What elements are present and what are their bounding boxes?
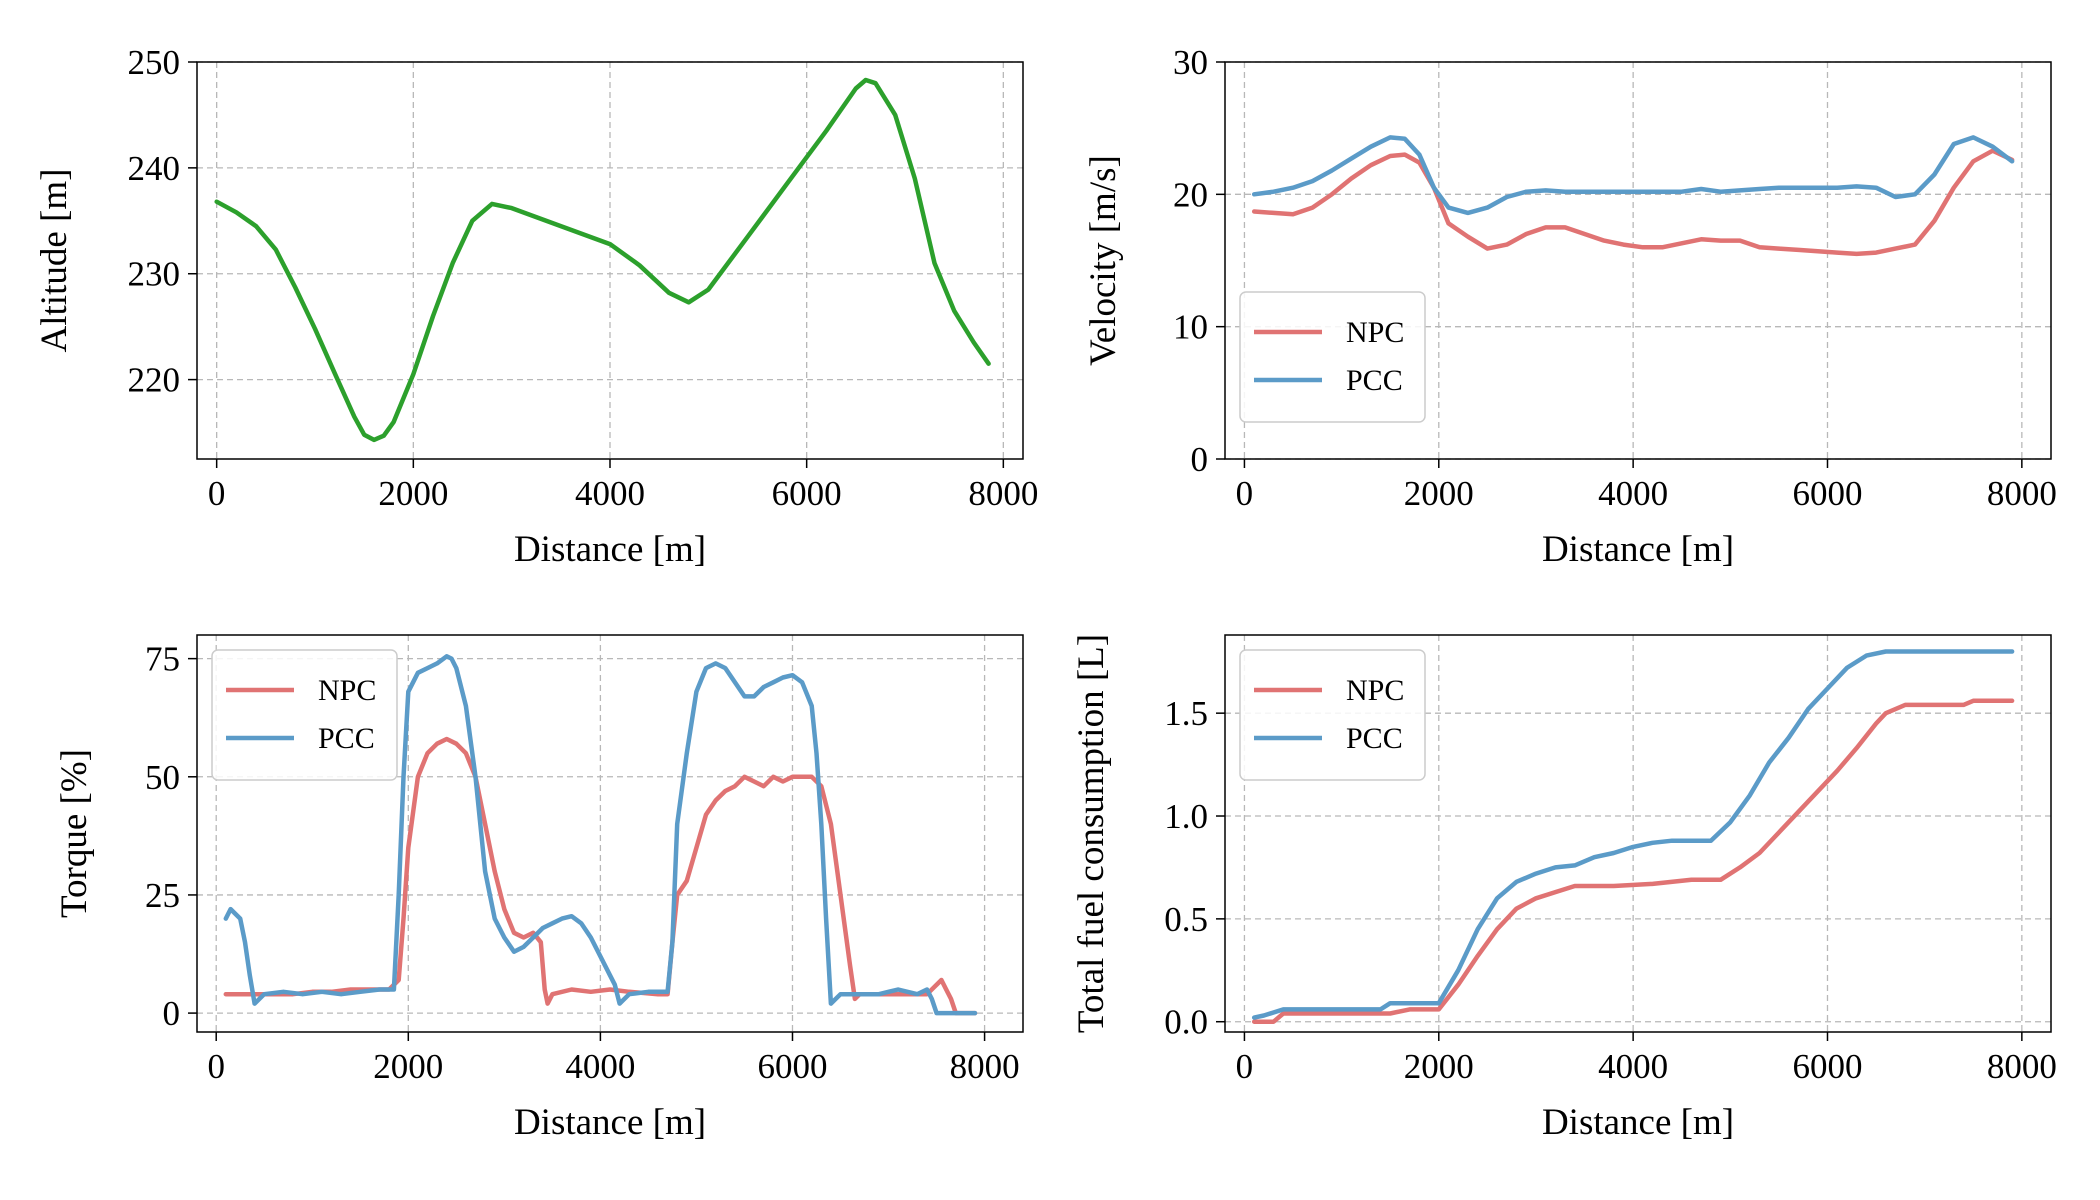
x-tick-label: 6000 — [757, 1047, 827, 1086]
subplot-fuel: 0 2000 4000 6000 8000 0.0 0.5 1.0 1.5 Distance [m… — [1071, 634, 2057, 1143]
x-tick-label: 4000 — [575, 474, 645, 513]
x-tick-label: 8000 — [1987, 474, 2057, 513]
y-tick-label: 0 — [163, 994, 181, 1033]
x-tick-label: 4000 — [1598, 474, 1668, 513]
legend-label-pcc: PCC — [318, 722, 375, 755]
x-tick-label: 8000 — [968, 474, 1038, 513]
y-tick-label: 30 — [1173, 43, 1208, 82]
y-axis-label: Velocity [m/s] — [1083, 155, 1124, 366]
y-tick-label: 0.0 — [1164, 1003, 1208, 1042]
legend-frame — [211, 649, 398, 781]
x-tick-label: 4000 — [565, 1047, 635, 1086]
legend: NPC PCC — [1239, 291, 1426, 423]
series-line-npc — [1251, 698, 2015, 1024]
subplot-velocity: 0 2000 4000 6000 8000 0 10 20 30 Distance [m] Velo… — [1083, 43, 2057, 570]
series-line-pcc — [223, 654, 978, 1016]
x-tick-label: 6000 — [1792, 1047, 1862, 1086]
y-tick-label: 0.5 — [1164, 900, 1208, 939]
y-tick-label: 220 — [128, 361, 181, 400]
series-line-altitude — [214, 77, 991, 443]
x-tick-label: 0 — [1236, 1047, 1254, 1086]
x-axis-label: Distance [m] — [514, 1102, 706, 1143]
axes-frame — [1224, 61, 2052, 460]
axes-frame — [1224, 634, 2052, 1033]
y-tick-label: 10 — [1173, 308, 1208, 347]
y-tick-label: 75 — [145, 640, 180, 679]
x-tick-label: 2000 — [1404, 1047, 1474, 1086]
y-tick-label: 0 — [1191, 440, 1209, 479]
series-line-npc — [223, 736, 978, 1016]
x-tick-label: 6000 — [1792, 474, 1862, 513]
x-tick-label: 4000 — [1598, 1047, 1668, 1086]
series-line-pcc — [1251, 649, 2015, 1020]
legend-label-npc: NPC — [1346, 674, 1404, 707]
series-line-pcc — [1251, 135, 2015, 216]
y-tick-label: 50 — [145, 758, 180, 797]
x-tick-label: 0 — [208, 474, 226, 513]
y-tick-label: 230 — [128, 255, 181, 294]
x-tick-label: 2000 — [373, 1047, 443, 1086]
legend-label-npc: NPC — [318, 674, 376, 707]
y-axis-label: Altitude [m] — [34, 169, 75, 353]
y-tick-label: 25 — [145, 876, 180, 915]
x-tick-label: 8000 — [1987, 1047, 2057, 1086]
x-tick-label: 8000 — [950, 1047, 1020, 1086]
y-tick-label: 1.0 — [1164, 797, 1208, 836]
x-tick-label: 2000 — [378, 474, 448, 513]
y-tick-label: 20 — [1173, 175, 1208, 214]
legend-frame — [1239, 649, 1426, 781]
subplot-altitude: 0 2000 4000 6000 8000 220 230 240 250 Distance [m… — [34, 43, 1038, 570]
legend-label-pcc: PCC — [1346, 364, 1403, 397]
y-axis-label: Torque [%] — [54, 749, 95, 918]
y-axis-label: Total fuel consumption [L] — [1071, 634, 1112, 1033]
x-axis-label: Distance [m] — [1542, 529, 1734, 570]
legend-frame — [1239, 291, 1426, 423]
legend-label-npc: NPC — [1346, 316, 1404, 349]
series-line-npc — [1251, 148, 2015, 257]
x-tick-label: 2000 — [1404, 474, 1474, 513]
y-tick-label: 240 — [128, 149, 181, 188]
legend: NPC PCC — [211, 649, 398, 781]
legend: NPC PCC — [1239, 649, 1426, 781]
x-axis-label: Distance [m] — [514, 529, 706, 570]
subplot-torque: 0 2000 4000 6000 8000 0 25 50 75 Distance [m] Torq… — [54, 634, 1024, 1143]
legend-label-pcc: PCC — [1346, 722, 1403, 755]
x-tick-label: 6000 — [772, 474, 842, 513]
y-tick-label: 1.5 — [1164, 694, 1208, 733]
x-tick-label: 0 — [207, 1047, 225, 1086]
y-tick-label: 250 — [128, 43, 181, 82]
x-axis-label: Distance [m] — [1542, 1102, 1734, 1143]
x-tick-label: 0 — [1236, 474, 1254, 513]
axes-frame — [196, 634, 1024, 1033]
